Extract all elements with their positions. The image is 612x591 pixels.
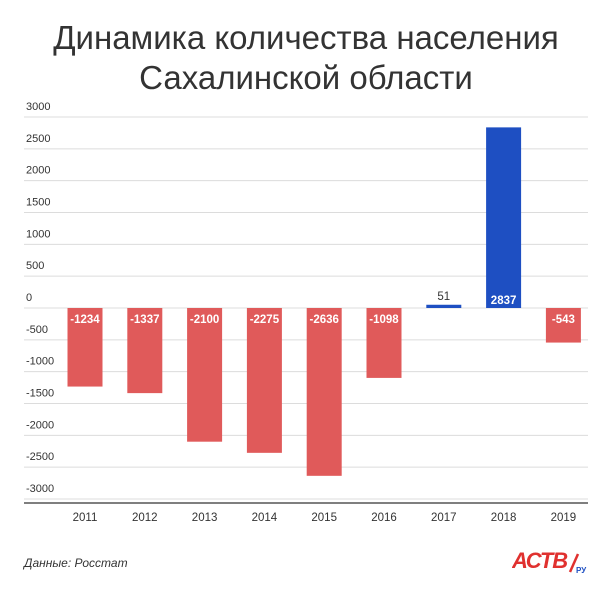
source-note: Данные: Росстат (24, 556, 128, 570)
data-label: 51 (437, 291, 450, 303)
logo-suffix: РУ (576, 566, 587, 575)
data-label: -1234 (70, 314, 100, 326)
bar-2012 (127, 308, 163, 394)
bar-2014 (246, 308, 282, 453)
y-tick-label: -2000 (26, 419, 54, 431)
y-tick-label: 1500 (26, 197, 50, 209)
bar-2019 (545, 308, 581, 343)
x-axis-ticks: 2011 2012 2013 2014 2015 2016 2017 2018 2019 (73, 512, 577, 524)
bar-2013 (187, 308, 223, 442)
y-tick-label: -1500 (26, 388, 54, 400)
y-tick-label: 1000 (26, 228, 50, 240)
logo-slash (568, 553, 580, 573)
x-tick-label: 2016 (371, 512, 397, 524)
y-tick-label: -500 (26, 324, 48, 336)
bar-2018 (486, 127, 522, 308)
data-label: -2636 (309, 314, 338, 326)
y-tick-label: -1000 (26, 356, 54, 368)
logo-text: АСТВ (512, 548, 568, 573)
y-tick-label: 0 (26, 292, 32, 304)
data-label: -543 (552, 314, 575, 326)
bars (67, 127, 581, 476)
bar-2016 (366, 308, 402, 378)
y-tick-label: 3000 (26, 101, 50, 113)
y-tick-label: 2000 (26, 165, 50, 177)
data-labels: -1234 -1337 -2100 -2275 -2636 -1098 51 2837 -543 (70, 291, 575, 326)
astv-logo-icon: АСТВ РУ (512, 548, 587, 575)
bar-2015 (306, 308, 342, 476)
x-tick-label: 2017 (431, 512, 457, 524)
x-tick-label: 2013 (192, 512, 218, 524)
x-tick-label: 2014 (252, 512, 278, 524)
x-tick-label: 2011 (73, 512, 98, 524)
chart-title-line-1: Динамика количества населения (53, 19, 559, 56)
y-tick-label: 2500 (26, 133, 50, 145)
bar-2017 (426, 304, 462, 308)
chart-title-line-2: Сахалинской области (139, 59, 473, 96)
chart-title: Динамика количества населения Сахалинско… (0, 18, 612, 98)
data-label: -2275 (250, 314, 280, 326)
data-label: -2100 (190, 314, 219, 326)
x-tick-label: 2012 (132, 512, 158, 524)
data-label: -1098 (369, 314, 399, 326)
data-label: 2837 (491, 295, 517, 307)
y-tick-label: -3000 (26, 483, 54, 495)
y-axis-ticks: 3000 2500 2000 1500 1000 500 0 -500 -1000 -1500 -2… (26, 101, 54, 495)
y-tick-label: -2500 (26, 451, 54, 463)
x-tick-label: 2019 (551, 512, 577, 524)
x-tick-label: 2015 (311, 512, 337, 524)
data-label: -1337 (130, 314, 159, 326)
y-tick-label: 500 (26, 260, 44, 272)
bar-2011 (67, 308, 103, 387)
x-tick-label: 2018 (491, 512, 517, 524)
